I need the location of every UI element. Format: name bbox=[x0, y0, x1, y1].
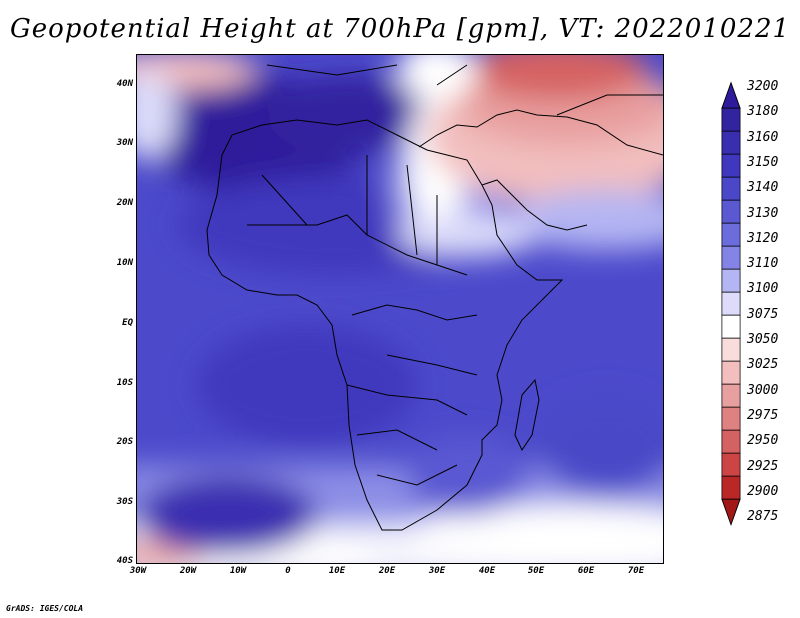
colorbar-label: 3180 bbox=[747, 104, 779, 120]
colorbar-segment bbox=[721, 199, 741, 224]
y-tick-label: 30N bbox=[116, 138, 133, 148]
colorbar-segment bbox=[721, 153, 741, 178]
colorbar-segment bbox=[721, 245, 741, 270]
colorbar-label: 3200 bbox=[747, 79, 779, 94]
y-tick-label: 20N bbox=[116, 198, 133, 208]
colorbar-segment bbox=[721, 176, 741, 201]
colorbar-label: 3140 bbox=[747, 180, 779, 196]
colorbar-arrow-bottom bbox=[721, 498, 741, 526]
y-tick-label: 20S bbox=[116, 437, 133, 447]
colorbar-segment bbox=[721, 337, 741, 362]
x-tick-label: 10W bbox=[229, 566, 247, 576]
colorbar-label: 3160 bbox=[747, 129, 779, 145]
colorbar-segment bbox=[721, 360, 741, 385]
colorbar-label: 3025 bbox=[747, 357, 779, 373]
y-tick-label: 30S bbox=[116, 497, 133, 507]
x-tick-label: 70E bbox=[627, 566, 645, 576]
y-tick-label: 40S bbox=[116, 556, 133, 566]
colorbar-label: 2925 bbox=[747, 458, 779, 474]
x-tick-label: 60E bbox=[577, 566, 595, 576]
colorbar-segment bbox=[721, 130, 741, 155]
map-title: Geopotential Height at 700hPa [gpm], VT:… bbox=[9, 14, 791, 44]
x-tick-label: 50E bbox=[527, 566, 545, 576]
colorbar bbox=[721, 81, 741, 526]
coastlines bbox=[206, 64, 663, 531]
y-tick-label: EQ bbox=[122, 318, 133, 328]
colorbar-label: 2950 bbox=[747, 433, 779, 449]
x-tick-label: 40E bbox=[478, 566, 496, 576]
colorbar-segment bbox=[721, 268, 741, 293]
colorbar-label: 3110 bbox=[747, 256, 779, 272]
x-tick-label: 20W bbox=[179, 566, 197, 576]
colorbar-label: 3150 bbox=[747, 154, 779, 170]
colorbar-label: 2900 bbox=[747, 483, 779, 499]
colorbar-segment bbox=[721, 406, 741, 431]
colorbar-label: 3100 bbox=[747, 281, 779, 297]
geopotential-map bbox=[136, 54, 664, 564]
colorbar-segment bbox=[721, 429, 741, 454]
grads-credit: GrADS: IGES/COLA bbox=[6, 604, 84, 613]
colorbar-arrow-top bbox=[721, 81, 741, 109]
colorbar-label: 3050 bbox=[747, 332, 779, 347]
colorbar-segment bbox=[721, 314, 741, 339]
colorbar-segment bbox=[721, 222, 741, 247]
colorbar-label: 3075 bbox=[747, 306, 779, 322]
x-tick-label: 0 bbox=[285, 566, 291, 576]
colorbar-segment bbox=[721, 107, 741, 132]
colorbar-segment bbox=[721, 291, 741, 316]
colorbar-label: 3000 bbox=[747, 382, 779, 398]
colorbar-label: 2875 bbox=[747, 509, 779, 525]
colorbar-segment bbox=[721, 383, 741, 408]
colorbar-label: 2975 bbox=[747, 407, 779, 423]
map-field bbox=[137, 55, 663, 563]
y-tick-label: 10S bbox=[116, 378, 133, 388]
colorbar-segment bbox=[721, 475, 741, 500]
colorbar-segment bbox=[721, 452, 741, 477]
colorbar-label: 3120 bbox=[747, 230, 779, 246]
x-tick-label: 30E bbox=[428, 566, 446, 576]
y-tick-label: 10N bbox=[116, 258, 133, 268]
x-tick-label: 20E bbox=[378, 566, 396, 576]
x-tick-label: 10E bbox=[328, 566, 346, 576]
colorbar-label: 3130 bbox=[747, 205, 779, 221]
y-tick-label: 40N bbox=[116, 79, 133, 89]
x-tick-label: 30W bbox=[129, 566, 147, 576]
